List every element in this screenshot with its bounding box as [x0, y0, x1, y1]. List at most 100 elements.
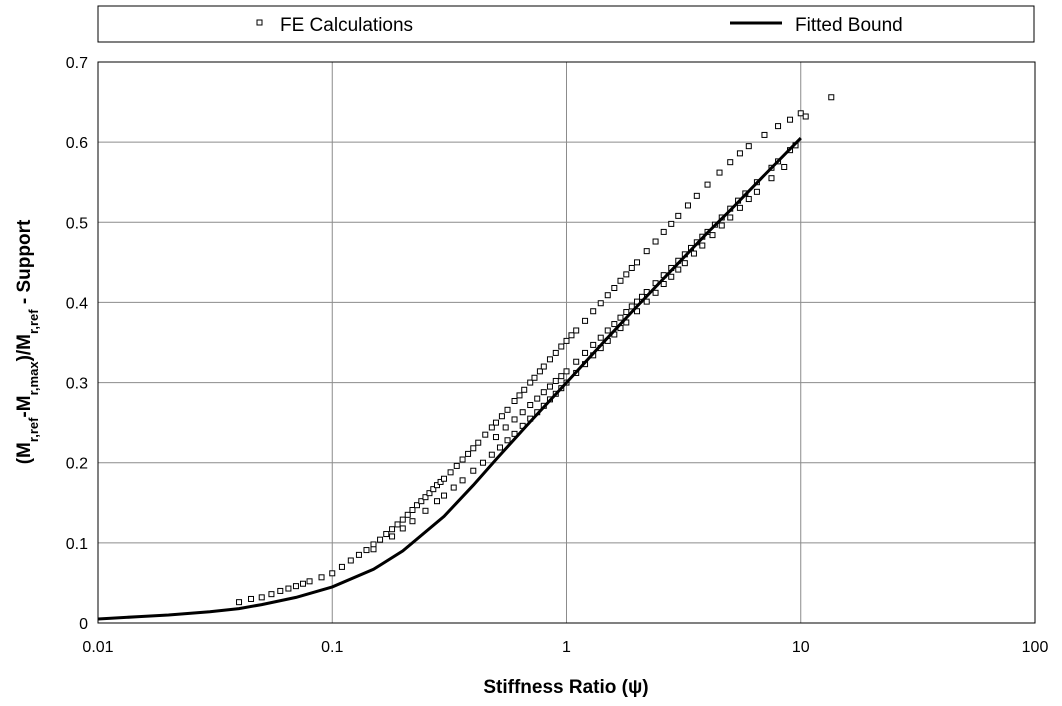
fe-calculation-point [653, 239, 658, 244]
fe-calculation-point [644, 249, 649, 254]
fe-calculation-point [829, 95, 834, 100]
y-tick-label: 0.2 [66, 456, 88, 473]
y-tick-label: 0.4 [66, 295, 88, 312]
fe-calculation-point [410, 519, 415, 524]
fe-calculation-point [591, 342, 596, 347]
x-tick-label: 1 [562, 639, 571, 656]
fe-calculation-point [503, 425, 508, 430]
fe-calculation-point [505, 407, 510, 412]
fe-calculation-point [423, 508, 428, 513]
fe-calculation-point [583, 350, 588, 355]
fe-calculation-point [612, 322, 617, 327]
y-tick-label: 0.3 [66, 376, 88, 393]
fe-calculation-point [719, 223, 724, 228]
fe-calculation-point [541, 364, 546, 369]
fe-calculation-point [583, 318, 588, 323]
fe-calculation-point [788, 117, 793, 122]
x-tick-label: 0.1 [321, 639, 343, 656]
y-axis-title-subscript: r,max [26, 361, 41, 396]
fe-calculation-point [460, 478, 465, 483]
fe-calculation-point [564, 338, 569, 343]
fe-calculation-point [319, 575, 324, 580]
fe-calculation-point [364, 548, 369, 553]
fe-calculation-point [612, 286, 617, 291]
fe-calculation-point [278, 588, 283, 593]
fe-calculation-point [384, 532, 389, 537]
fe-calculation-point [249, 596, 254, 601]
fe-calculation-point [390, 527, 395, 532]
fe-calculation-point [517, 393, 522, 398]
y-axis-ticks: 0 0.1 0.2 0.3 0.4 0.5 0.6 0.7 [66, 55, 88, 633]
fe-calculation-point [754, 189, 759, 194]
fe-calculation-point [497, 445, 502, 450]
fe-calculation-point [493, 420, 498, 425]
fe-calculation-point [466, 451, 471, 456]
fe-calculation-point [547, 357, 552, 362]
fe-calculation-point [448, 470, 453, 475]
fe-calculation-point [371, 542, 376, 547]
fe-calculation-point [737, 151, 742, 156]
fe-calculation-point [489, 425, 494, 430]
fe-calculation-point [682, 261, 687, 266]
fe-calculation-point [629, 265, 634, 270]
fe-calculation-point [400, 517, 405, 522]
fe-calculation-point [728, 160, 733, 165]
y-axis-title-part: )/M [14, 334, 35, 361]
fe-calculation-point [591, 309, 596, 314]
fe-calculation-point [710, 233, 715, 238]
fe-calculation-point [605, 293, 610, 298]
fe-calculation-point [286, 586, 291, 591]
fe-calculation-point [717, 170, 722, 175]
fe-calculation-point [746, 197, 751, 202]
y-axis-title-part: -M [14, 395, 35, 417]
fe-calculation-point [259, 595, 264, 600]
fe-calculation-point [635, 260, 640, 265]
fe-calculation-point [483, 432, 488, 437]
fe-calculation-point [618, 278, 623, 283]
fe-calculation-point [737, 205, 742, 210]
legend-label-fe-calculations: FE Calculations [280, 15, 413, 36]
fe-calculation-point [574, 328, 579, 333]
x-axis-title: Stiffness Ratio (ψ) [483, 677, 648, 698]
fe-calculation-point [559, 374, 564, 379]
legend-label-fitted-bound: Fitted Bound [795, 15, 903, 36]
fe-calculation-point [598, 335, 603, 340]
fe-calculation-point [700, 243, 705, 248]
fe-calculation-point [547, 384, 552, 389]
fe-calculation-point [705, 182, 710, 187]
fe-calculation-point [471, 446, 476, 451]
fe-calculation-point [505, 438, 510, 443]
y-tick-label: 0.1 [66, 536, 88, 553]
fe-calculation-point [746, 144, 751, 149]
fe-calculation-point [390, 534, 395, 539]
fe-calculation-point [371, 547, 376, 552]
y-axis-title-part: (M [14, 442, 35, 464]
fe-calculation-point [728, 215, 733, 220]
fe-calculation-point [669, 221, 674, 226]
fe-calculation-point [348, 558, 353, 563]
fe-calculation-point [442, 493, 447, 498]
fe-calculation-point [528, 403, 533, 408]
fe-calculation-point [776, 124, 781, 129]
x-tick-label: 10 [792, 639, 810, 656]
fe-calculation-point [520, 410, 525, 415]
y-tick-label: 0 [79, 616, 88, 633]
y-axis-title-subscript: r,ref [26, 309, 41, 334]
y-axis-title-part: - Support [14, 219, 35, 309]
y-tick-label: 0.6 [66, 135, 88, 152]
fe-calculation-point [769, 176, 774, 181]
y-tick-label: 0.7 [66, 55, 88, 72]
fe-calculation-point [480, 460, 485, 465]
fe-calculation-point [493, 435, 498, 440]
fe-calculation-point [434, 499, 439, 504]
legend: FE Calculations Fitted Bound [98, 6, 1034, 42]
fe-calculation-point [669, 274, 674, 279]
x-axis-ticks: 0.01 0.1 1 10 100 [82, 639, 1048, 656]
fe-calculation-point [564, 369, 569, 374]
fe-calculation-point [300, 581, 305, 586]
fe-calculation-point [535, 396, 540, 401]
fe-calculation-point [237, 600, 242, 605]
fe-calculation-point [559, 344, 564, 349]
fe-calculation-point [471, 468, 476, 473]
